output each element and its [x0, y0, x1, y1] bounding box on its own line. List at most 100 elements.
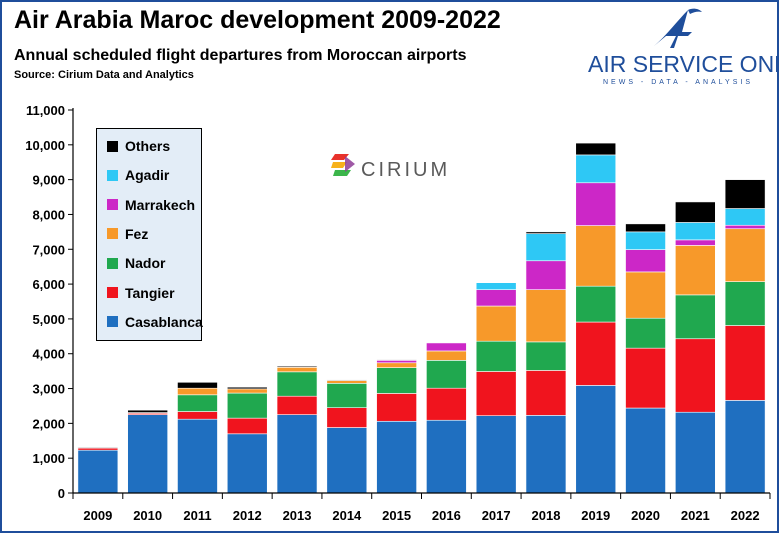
- legend-item-marrakech: Marrakech: [107, 195, 195, 215]
- bar-segment-others: [625, 223, 666, 233]
- x-tick-label: 2019: [581, 508, 610, 523]
- legend-item-agadir: Agadir: [107, 165, 169, 185]
- bar-segment-nador: [675, 294, 716, 340]
- bar-segment-casablanca: [475, 415, 517, 494]
- bar-segment-tangier: [177, 411, 218, 420]
- bar-segment-tangier: [376, 393, 417, 422]
- y-tick-label: 4,000: [32, 347, 65, 362]
- bar-segment-fez: [177, 387, 218, 396]
- legend-label: Fez: [125, 225, 149, 242]
- y-tick-label: 6,000: [32, 277, 65, 292]
- bar-segment-fez: [675, 245, 716, 296]
- bar-segment-casablanca: [77, 449, 119, 494]
- bar-segment-marrakech: [475, 289, 517, 307]
- x-tick-label: 2020: [631, 508, 660, 523]
- y-tick-label: 9,000: [32, 173, 65, 188]
- bar-segment-agadir: [525, 233, 567, 262]
- bar-segment-nador: [376, 367, 417, 394]
- bar-segment-nador: [226, 392, 268, 419]
- bar-segment-marrakech: [724, 224, 766, 230]
- legend-swatch: [107, 287, 118, 298]
- bar-segment-others: [226, 386, 268, 390]
- bar-segment-nador: [625, 317, 666, 349]
- stylized-A-plane-icon: [654, 8, 702, 48]
- x-tick-label: 2009: [83, 508, 112, 523]
- bar-segment-fez: [625, 271, 666, 319]
- y-tick-label: 11,000: [26, 103, 65, 118]
- bar-segment-tangier: [426, 387, 467, 421]
- bar-segment-nador: [475, 340, 517, 372]
- bar-segment-tangier: [276, 395, 318, 415]
- x-tick-label: 2016: [432, 508, 461, 523]
- legend-label: Casablanca: [125, 313, 203, 330]
- bar-segment-others: [675, 201, 716, 223]
- x-tick-label: 2021: [681, 508, 710, 523]
- bar-segment-casablanca: [575, 385, 617, 494]
- x-tick-label: 2013: [283, 508, 312, 523]
- x-tick-label: 2011: [183, 508, 211, 523]
- legend-label: Nador: [125, 255, 166, 272]
- bar-segment-casablanca: [127, 414, 168, 494]
- bar-segment-agadir: [625, 231, 666, 250]
- legend-swatch: [107, 169, 118, 181]
- x-tick-label: 2010: [133, 508, 162, 523]
- bar-segment-others: [525, 231, 567, 234]
- bar-segment-casablanca: [177, 418, 218, 494]
- cirium-wordmark: CIRIUM: [361, 159, 451, 181]
- cirium-logo-icon: [331, 154, 355, 176]
- air-service-one-logo: AIR SERVICE ONE NEWS - DATA - ANALYSIS: [588, 6, 779, 96]
- legend-item-nador: Nador: [107, 253, 165, 273]
- x-tick-label: 2018: [532, 508, 561, 523]
- y-tick-label: 3,000: [32, 382, 65, 397]
- bar-segment-casablanca: [675, 411, 716, 494]
- bar-segment-casablanca: [525, 415, 567, 494]
- bar-segment-tangier: [625, 347, 666, 409]
- bar-segment-nador: [326, 383, 368, 408]
- legend-label: Marrakech: [125, 196, 196, 213]
- legend-swatch: [107, 140, 118, 152]
- bar-segment-fez: [226, 388, 268, 394]
- bar-segment-marrakech: [376, 360, 417, 364]
- bar-segment-others: [326, 379, 368, 381]
- bar-segment-nador: [724, 281, 766, 326]
- bar-segment-others: [177, 381, 218, 389]
- chart-legend: Others Agadir Marrakech Fez Nador Tangier Casa…: [96, 128, 203, 341]
- chart-subtitle: Annual scheduled flight departures from …: [14, 47, 467, 64]
- y-tick-label: 1,000: [32, 451, 65, 466]
- x-tick-label: 2015: [382, 508, 411, 523]
- legend-item-tangier: Tangier: [107, 283, 175, 303]
- bar-segment-tangier: [77, 447, 119, 451]
- bar-segment-fez: [376, 362, 417, 368]
- bar-segment-agadir: [475, 282, 517, 290]
- bar-segment-tangier: [575, 321, 617, 386]
- x-tick-label: 2022: [731, 508, 760, 523]
- bar-segment-tangier: [724, 325, 766, 401]
- bar-segment-fez: [276, 367, 318, 373]
- bar-segment-marrakech: [426, 342, 467, 352]
- bar-segment-nador: [525, 341, 567, 371]
- x-tick-label: 2014: [332, 508, 362, 523]
- legend-swatch: [107, 316, 118, 328]
- y-tick-label: 5,000: [32, 312, 65, 327]
- bar-segment-tangier: [525, 370, 567, 416]
- bar-segment-agadir: [724, 208, 766, 226]
- bar-segment-fez: [326, 380, 368, 384]
- bar-segment-others: [575, 142, 617, 156]
- legend-label: Tangier: [125, 284, 175, 301]
- bar-segment-tangier: [675, 338, 716, 413]
- bar-segment-marrakech: [575, 182, 617, 226]
- bar-segment-casablanca: [724, 400, 766, 494]
- bar-segment-fez: [724, 228, 766, 282]
- bar-segment-casablanca: [276, 414, 318, 494]
- x-tick-label: 2017: [482, 508, 511, 523]
- bar-segment-others: [77, 447, 119, 449]
- brand-tagline: NEWS - DATA - ANALYSIS: [602, 79, 754, 86]
- bar-segment-nador: [276, 371, 318, 397]
- chart-source: Source: Cirium Data and Analytics: [14, 69, 194, 81]
- bar-segment-others: [724, 179, 766, 209]
- bar-segment-agadir: [675, 222, 716, 241]
- bar-segment-casablanca: [326, 427, 368, 494]
- bar-segment-others: [376, 359, 417, 361]
- legend-item-casablanca: Casablanca: [107, 312, 203, 332]
